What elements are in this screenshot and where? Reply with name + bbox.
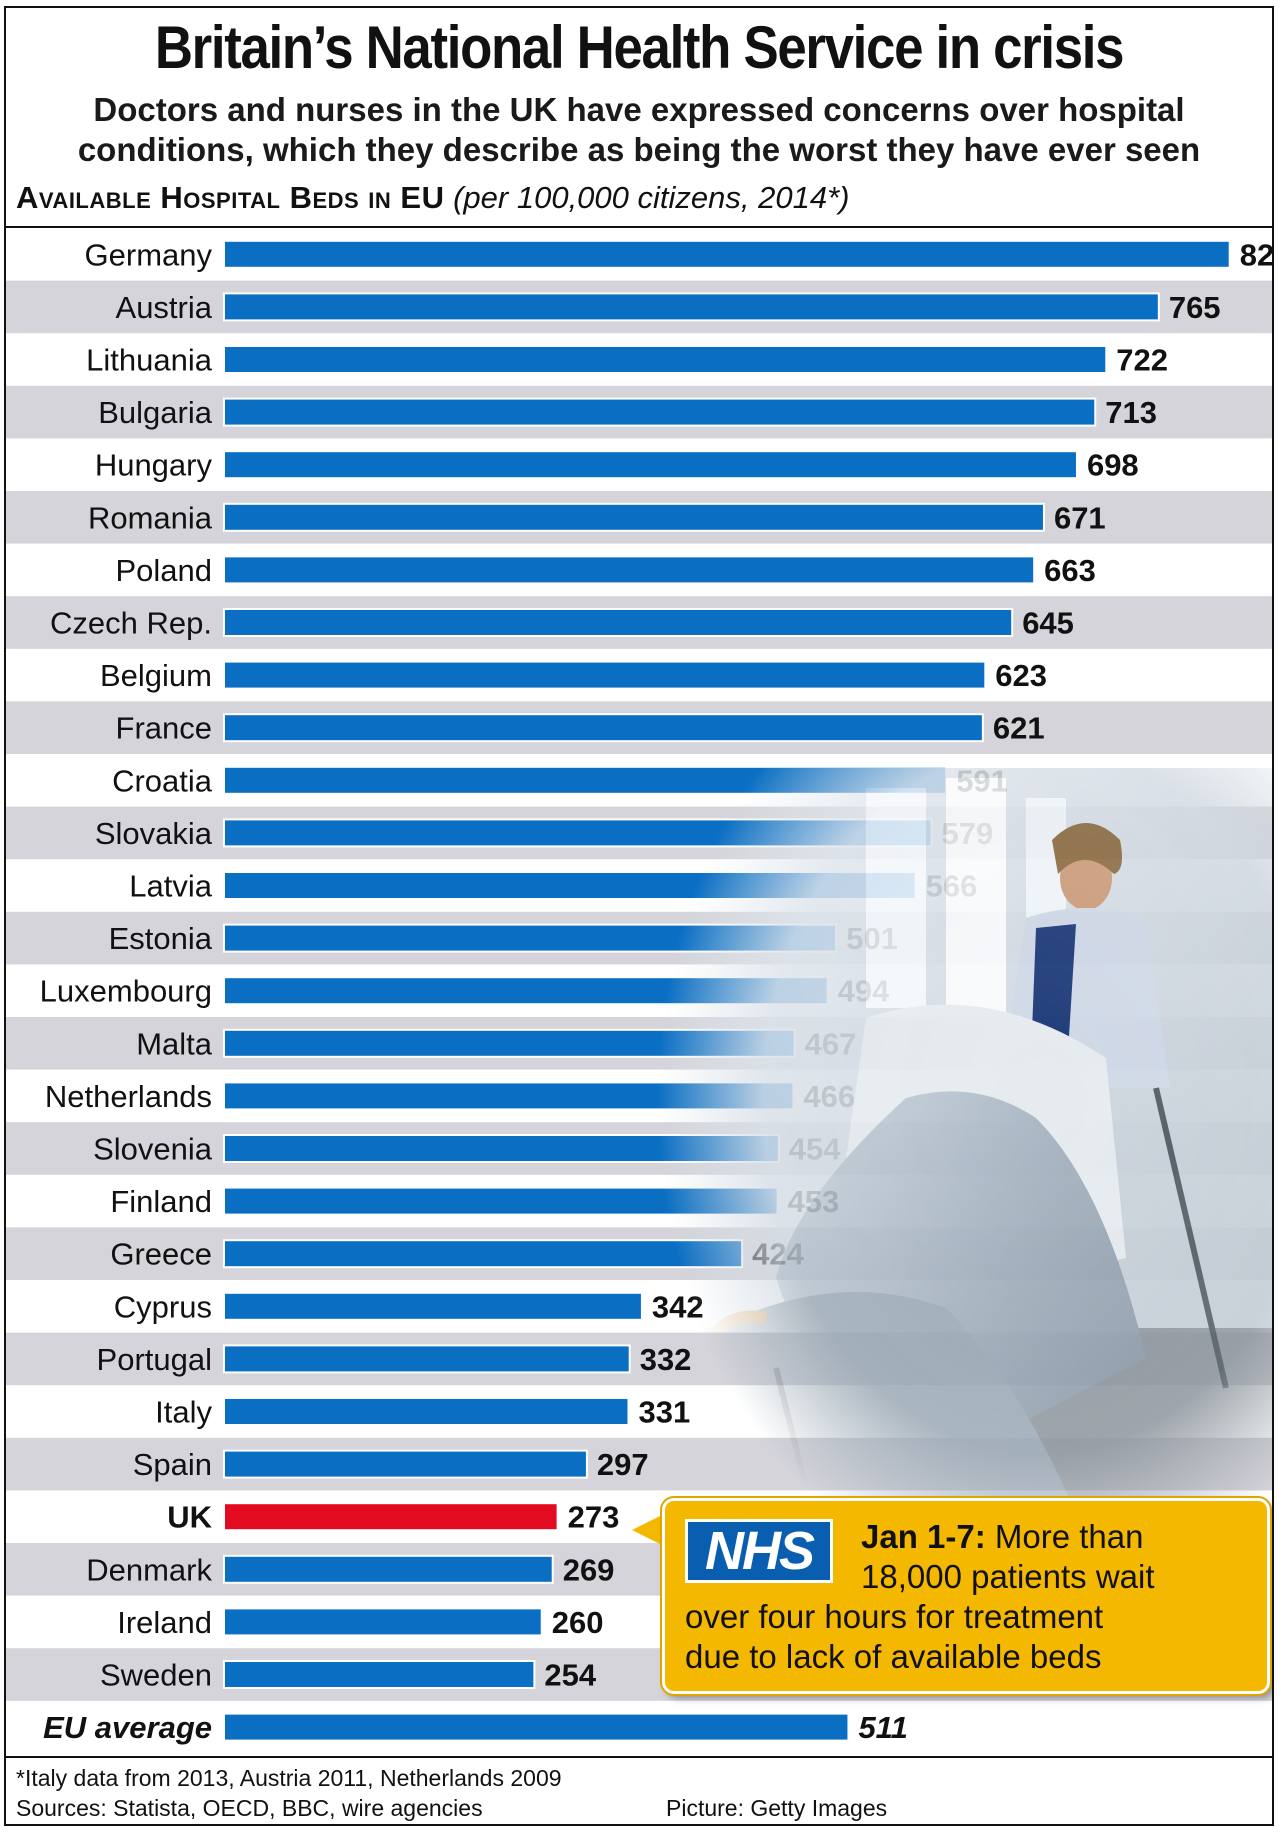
nhs-logo: NHS: [685, 1519, 833, 1583]
callout-line-1-rest: More than: [985, 1518, 1144, 1555]
category-label: Luxembourg: [40, 974, 212, 1009]
bar-poland: [223, 555, 1036, 585]
value-label: 273: [568, 1500, 620, 1535]
value-label: 698: [1087, 448, 1139, 483]
category-label: Italy: [155, 1395, 212, 1430]
bar-ireland: [223, 1607, 543, 1637]
category-label: Czech Rep.: [50, 606, 212, 641]
value-label: 260: [552, 1605, 604, 1640]
page-title: Britain’s National Health Service in cri…: [154, 14, 1125, 81]
bar-romania: [223, 502, 1045, 532]
bar-czech-rep-: [223, 608, 1014, 637]
bar-france: [223, 713, 984, 743]
category-label: Sweden: [100, 1658, 212, 1693]
bar-sweden: [223, 1660, 536, 1689]
callout-date: Jan 1-7:: [861, 1518, 986, 1555]
category-label: Croatia: [112, 763, 213, 798]
category-label: Belgium: [100, 658, 212, 693]
chart-heading-note: (per 100,000 citizens, 2014*): [453, 180, 850, 215]
bar-spain: [223, 1449, 588, 1479]
category-label: Bulgaria: [98, 395, 212, 430]
callout-line-4: due to lack of available beds: [685, 1638, 1102, 1675]
bar-bulgaria: [223, 397, 1097, 427]
bar-hungary: [223, 450, 1078, 480]
bar-denmark: [223, 1554, 554, 1584]
category-label: Ireland: [117, 1605, 212, 1640]
category-label: Slovenia: [93, 1132, 213, 1167]
nhs-callout: NHS Jan 1-7: More than 18,000 patients w…: [662, 1498, 1270, 1694]
category-label: Portugal: [97, 1342, 212, 1377]
category-label: Malta: [136, 1026, 213, 1061]
value-label: 663: [1044, 553, 1096, 588]
sources: Sources: Statista, OECD, BBC, wire agenc…: [16, 1795, 483, 1821]
value-label: 254: [544, 1658, 596, 1693]
bar-cyprus: [223, 1291, 643, 1321]
top-rule: [6, 226, 1272, 228]
category-label: UK: [167, 1500, 212, 1535]
category-label: Estonia: [109, 921, 213, 956]
value-label: 621: [993, 711, 1045, 746]
bar-chart: Germany 823 Austria 765 Lithuania 722 Bulgaria…: [6, 237, 1272, 1745]
bar-eu-average: [223, 1712, 850, 1742]
subtitle-line-1: Doctors and nurses in the UK have expres…: [93, 91, 1185, 128]
category-label: Cyprus: [114, 1289, 212, 1324]
bottom-rule: [6, 1756, 1272, 1758]
value-label: 671: [1054, 500, 1106, 535]
bar-greece: [223, 1239, 744, 1269]
category-label: Slovakia: [95, 816, 213, 851]
bar-germany: [223, 239, 1231, 269]
category-label: EU average: [43, 1710, 212, 1745]
picture-credit: Picture: Getty Images: [666, 1795, 888, 1821]
category-label: Hungary: [95, 448, 213, 483]
callout-pointer: [632, 1514, 664, 1546]
value-label: 722: [1116, 343, 1168, 378]
hospital-ward-photo: [656, 768, 1272, 1558]
category-label: France: [116, 711, 212, 746]
value-label: 269: [563, 1552, 615, 1587]
category-label: Austria: [116, 290, 213, 325]
subtitle: Doctors and nurses in the UK have expres…: [6, 90, 1272, 170]
category-label: Lithuania: [86, 343, 213, 378]
category-label: Romania: [88, 500, 213, 535]
category-label: Netherlands: [45, 1079, 212, 1114]
footnote: *Italy data from 2013, Austria 2011, Net…: [16, 1765, 562, 1791]
infographic: Britain’s National Health Service in cri…: [4, 6, 1274, 1826]
value-label: 511: [858, 1710, 907, 1745]
category-label: Finland: [110, 1184, 212, 1219]
callout-line-3: over four hours for treatment: [685, 1598, 1104, 1635]
value-label: 823: [1240, 237, 1272, 272]
value-label: 713: [1105, 395, 1157, 430]
category-label: Spain: [133, 1447, 212, 1482]
callout-line-2: 18,000 patients wait: [861, 1558, 1155, 1595]
value-label: 623: [995, 658, 1047, 693]
bar-austria: [223, 292, 1160, 322]
category-label: Poland: [115, 553, 212, 588]
value-label: 645: [1022, 606, 1074, 641]
bar-uk: [223, 1502, 559, 1532]
value-label: 297: [597, 1447, 649, 1482]
category-label: Latvia: [129, 869, 212, 904]
bar-portugal: [223, 1344, 631, 1374]
value-label: 765: [1169, 290, 1221, 325]
callout-line-1: Jan 1-7: More than: [861, 1517, 1143, 1557]
chart-heading-title: Available Hospital Beds in EU: [16, 180, 445, 215]
category-label: Denmark: [86, 1552, 212, 1587]
chart-heading: Available Hospital Beds in EU (per 100,0…: [16, 180, 849, 216]
category-label: Germany: [85, 237, 213, 272]
bar-lithuania: [223, 345, 1108, 374]
bar-belgium: [223, 660, 987, 690]
subtitle-line-2: conditions, which they describe as being…: [77, 131, 1201, 168]
category-label: Greece: [110, 1237, 212, 1272]
bar-italy: [223, 1397, 630, 1426]
